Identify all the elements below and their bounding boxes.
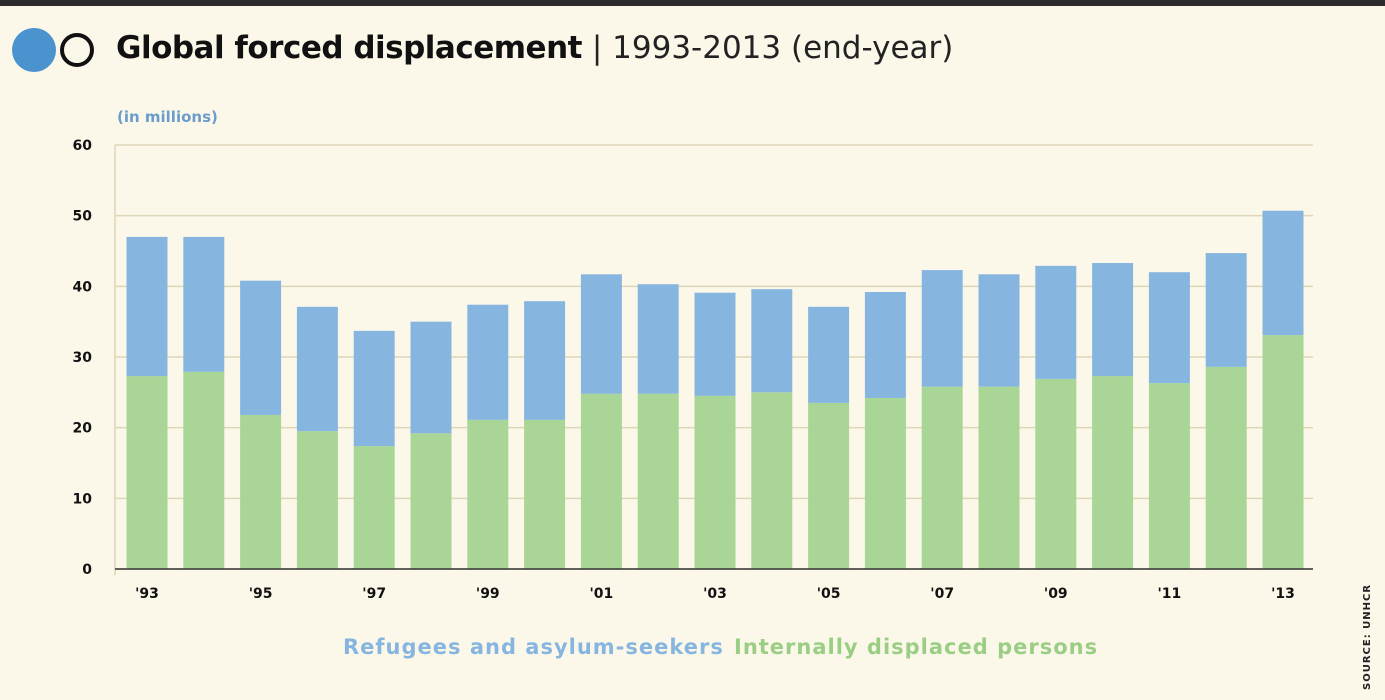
bar-refugees-1996 [296,306,338,432]
bar-refugees-1993 [126,236,168,377]
bar-idp-2008 [978,386,1020,569]
bar-idp-2006 [864,397,906,569]
x-tick-label: '05 [817,586,841,602]
x-tick-label: '97 [362,586,386,602]
title-sub: 1993-2013 (end-year) [612,30,954,66]
bar-idp-1997 [353,446,395,569]
bar-idp-2007 [921,386,963,569]
bar-idp-2002 [637,393,679,569]
bar-refugees-1997 [353,330,395,447]
x-tick-label: '13 [1271,586,1295,602]
bar-refugees-2005 [808,306,850,403]
bar-idp-1995 [240,414,282,569]
x-tick-label: '93 [135,586,159,602]
x-tick-label: '99 [476,586,500,602]
bar-idp-1993 [126,376,168,569]
bar-idp-2009 [1035,378,1077,569]
bar-idp-2012 [1205,366,1247,569]
bar-refugees-2004 [751,289,793,393]
y-tick-label: 20 [73,421,93,437]
x-tick-label: '11 [1158,586,1182,602]
bar-idp-2000 [524,419,566,569]
y-tick-label: 30 [73,350,93,366]
y-axis-unit-label: (in millions) [117,108,218,126]
bar-refugees-1995 [240,280,282,415]
bar-idp-1994 [183,371,225,569]
bar-refugees-2013 [1262,210,1304,336]
bar-idp-2013 [1262,335,1304,569]
bar-refugees-2003 [694,292,736,396]
bar-refugees-1999 [467,304,509,420]
bar-refugees-2012 [1205,253,1247,367]
bar-refugees-2011 [1148,272,1190,384]
bar-refugees-1998 [410,321,452,434]
bar-refugees-2008 [978,274,1020,387]
bar-idp-2001 [580,393,622,569]
x-tick-label: '07 [930,586,954,602]
x-tick-label: '03 [703,586,727,602]
y-tick-label: 60 [73,138,93,154]
x-tick-label: '01 [590,586,614,602]
bar-idp-1998 [410,433,452,569]
bar-idp-1996 [296,431,338,569]
bar-refugees-2010 [1092,263,1134,377]
y-tick-label: 10 [73,491,93,507]
x-tick-label: '09 [1044,586,1068,602]
bar-refugees-2002 [637,284,679,394]
y-tick-label: 0 [82,562,92,578]
title-main: Global forced displacement [116,30,582,66]
legend-refugees: Refugees and asylum-seekers [343,635,724,659]
title-separator: | [591,30,603,66]
bar-idp-1999 [467,419,509,569]
bar-idp-2010 [1092,376,1134,569]
unhcr-logo-icon [12,28,94,72]
x-tick-label: '95 [249,586,273,602]
bar-refugees-2000 [524,301,566,420]
source-note: SOURCE: UNHCR [1362,583,1373,690]
legend-idp: Internally displaced persons [734,635,1099,659]
y-tick-label: 40 [73,279,93,295]
bar-refugees-1994 [183,236,225,372]
bar-refugees-2009 [1035,265,1077,379]
bar-idp-2011 [1148,383,1190,569]
bar-refugees-2006 [864,291,906,398]
bar-idp-2003 [694,395,736,569]
chart-title: Global forced displacement | 1993-2013 (… [116,30,953,66]
bar-refugees-2001 [580,274,622,394]
bar-idp-2005 [808,402,850,569]
bar-idp-2004 [751,392,793,569]
bar-refugees-2007 [921,270,963,387]
y-tick-label: 50 [73,209,93,225]
top-bar [0,0,1385,6]
